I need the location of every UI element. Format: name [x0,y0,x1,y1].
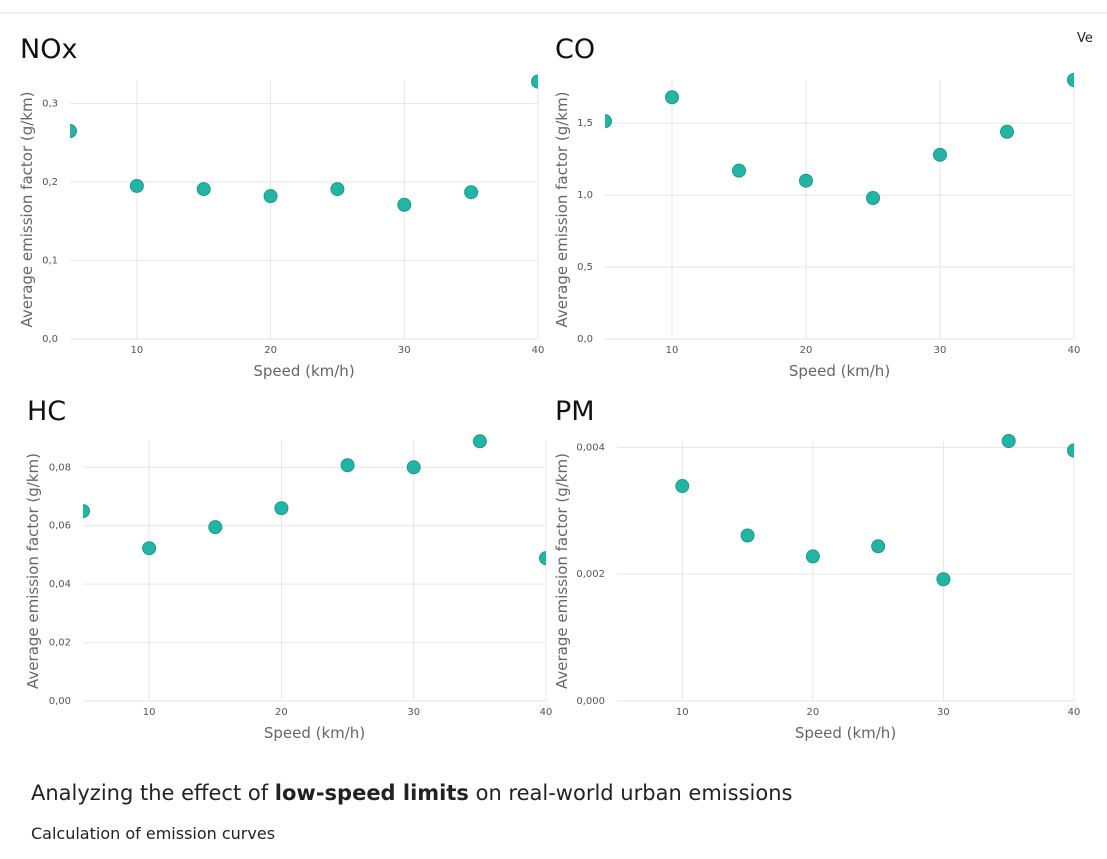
plot [70,74,538,212]
x-axis-label: Speed (km/h) [789,362,890,380]
y-axis-label: Average emission factor (g/km) [24,453,42,689]
corner-text: Ve [1077,31,1093,46]
point [539,551,546,566]
point [263,189,278,204]
point [799,173,813,188]
point [397,197,412,212]
x-tick-label: 10 [676,707,689,718]
point [83,504,90,519]
x-tick-label: 20 [806,707,819,718]
point [142,541,157,556]
chart: CO 10 20 30 40 0,0 0,5 1,0 1,5 Speed (km/h) Averag… [553,34,1081,380]
x-tick-label: 30 [407,707,420,718]
y-tick-label: 0,06 [49,521,71,532]
y-tick-label: 0,2 [42,177,58,188]
chart: HC 10 20 30 40 0,00 0,02 0,04 0,06 0,08 Speed (km/… [24,396,553,742]
heading-bold: low-speed limits [275,781,469,805]
y-tick-label: 0,000 [576,696,605,707]
x-tick-label: 20 [800,345,813,356]
y-tick-label: 0,004 [576,442,605,453]
footer-heading: Analyzing the effect of low-speed limits… [31,781,792,805]
point [274,501,289,516]
chart: NOx 10 20 30 40 0,0 0,1 0,2 0,3 Speed (km/h) Avera… [18,34,545,380]
y-tick-label: 0,04 [49,579,71,590]
y-tick-label: 0,00 [49,696,71,707]
y-tick-label: 0,0 [42,334,58,345]
footer-subheading: Calculation of emission curves [31,824,275,843]
x-tick-label: 30 [937,707,950,718]
point [208,520,223,535]
plot [83,434,546,566]
y-tick-label: 0,002 [576,569,605,580]
point [1067,443,1074,458]
chart-title: HC [27,396,66,427]
point [330,182,345,197]
x-tick-label: 10 [666,345,679,356]
chart-title: NOx [20,34,77,65]
point [406,460,421,475]
y-tick-label: 0,0 [577,334,593,345]
point [1001,434,1016,448]
point [740,528,755,543]
x-tick-label: 40 [1068,707,1081,718]
y-tick-label: 0,1 [42,256,58,267]
x-axis-label: Speed (km/h) [795,724,896,742]
point [340,458,355,473]
point [464,185,479,200]
point [871,539,886,554]
point [129,178,144,193]
x-tick-label: 20 [264,345,277,356]
point [675,479,690,494]
y-tick-label: 0,08 [49,462,71,473]
heading-part: on real-world urban emissions [469,781,793,805]
plot [605,73,1074,205]
x-tick-label: 40 [1068,345,1081,356]
point [196,182,211,197]
point [472,434,487,449]
y-tick-label: 1,0 [577,190,593,201]
point [866,190,880,205]
x-tick-label: 40 [532,345,545,356]
point [605,114,612,129]
point [1067,73,1074,87]
y-axis-label: Average emission factor (g/km) [553,453,571,689]
point [531,74,538,89]
y-axis-label: Average emission factor (g/km) [553,92,571,328]
y-axis-label: Average emission factor (g/km) [18,92,36,328]
x-axis-label: Speed (km/h) [253,362,354,380]
y-tick-label: 1,5 [577,118,593,129]
x-tick-label: 10 [143,707,156,718]
plot [675,434,1074,587]
chart-title: PM [555,396,595,427]
chart: PM 10 20 30 40 0,000 0,002 0,004 Speed (km/h) Ave… [553,396,1081,742]
point [936,572,951,587]
heading-part: Analyzing the effect of [31,781,275,805]
x-tick-label: 40 [540,707,553,718]
y-tick-label: 0,02 [49,638,71,649]
point [665,90,679,105]
x-tick-label: 10 [130,345,143,356]
point [933,147,947,162]
point [805,549,820,564]
chart-title: CO [555,34,595,65]
x-tick-label: 20 [275,707,288,718]
x-tick-label: 30 [934,345,947,356]
x-tick-label: 30 [398,345,411,356]
x-axis-label: Speed (km/h) [264,724,365,742]
point [70,124,77,139]
point [1000,124,1014,139]
point [732,163,746,178]
y-tick-label: 0,3 [42,99,58,110]
y-tick-label: 0,5 [577,262,593,273]
